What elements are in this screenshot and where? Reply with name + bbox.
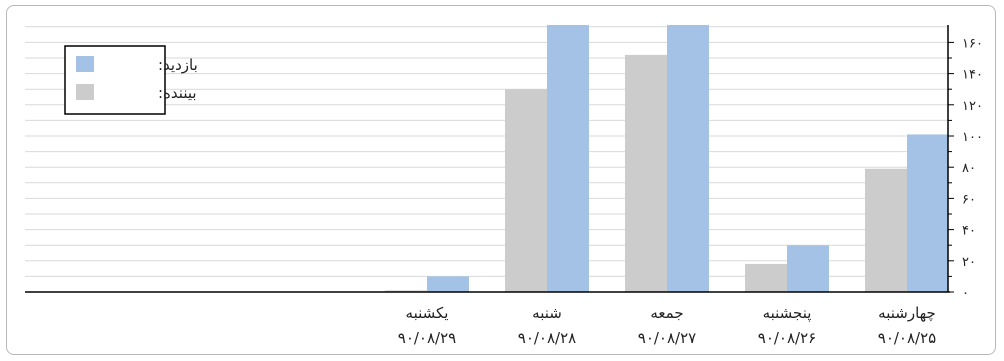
y-tick-label: ۶۰	[962, 192, 976, 207]
category-label: چهارشنبه	[878, 304, 936, 322]
bar-visit	[907, 134, 948, 292]
y-tick-label: ۴۰	[962, 224, 976, 239]
legend-label: بازدید:	[158, 56, 198, 74]
category-label: جمعه	[650, 304, 683, 322]
bar-viewer	[745, 263, 787, 292]
bar-viewer	[385, 290, 427, 292]
chart-frame	[6, 5, 996, 355]
category-date: ۹۰/۰۸/۲۷	[638, 329, 696, 347]
y-tick-label: ۱۲۰	[962, 99, 983, 114]
category-label: شنبه	[532, 304, 562, 322]
legend-swatch	[76, 56, 94, 72]
y-tick-label: ۲۰	[962, 255, 976, 270]
y-tick-label: ۸۰	[962, 161, 976, 176]
y-tick-label: ۱۰۰	[962, 130, 983, 145]
bar-visit	[787, 245, 829, 292]
y-tick-label: ۰	[962, 286, 969, 301]
bar-visit	[427, 276, 469, 292]
bar-viewer	[865, 168, 907, 292]
y-tick-label: ۱۴۰	[962, 68, 983, 83]
legend-label: بیننده:	[158, 84, 197, 102]
category-label: پنجشنبه	[763, 304, 812, 323]
bar-viewer	[625, 54, 667, 292]
category-date: ۹۰/۰۸/۲۹	[398, 329, 456, 347]
legend-swatch	[76, 84, 94, 100]
bar-visit	[547, 25, 589, 292]
category-date: ۹۰/۰۸/۲۸	[518, 329, 576, 347]
y-tick-label: ۱۶۰	[962, 36, 983, 51]
bar-viewer	[505, 89, 547, 292]
bar-visit	[667, 25, 709, 292]
category-label: یکشنبه	[406, 304, 449, 322]
category-date: ۹۰/۰۸/۲۵	[878, 329, 936, 347]
category-date: ۹۰/۰۸/۲۶	[758, 329, 816, 347]
